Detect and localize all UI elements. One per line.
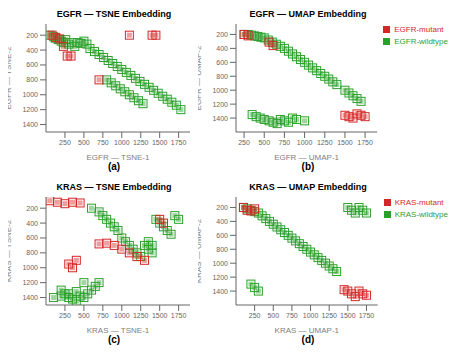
svg-text:250: 250 xyxy=(59,139,71,146)
svg-text:250: 250 xyxy=(249,312,261,319)
svg-text:500: 500 xyxy=(267,312,279,319)
svg-text:800: 800 xyxy=(216,73,228,80)
svg-text:800: 800 xyxy=(26,76,38,83)
svg-text:1750: 1750 xyxy=(171,312,187,319)
svg-text:EGFR — UMAP-2: EGFR — UMAP-2 xyxy=(198,45,203,110)
svg-text:1500: 1500 xyxy=(337,139,353,146)
svg-text:1000: 1000 xyxy=(212,87,228,94)
svg-text:1750: 1750 xyxy=(357,139,373,146)
svg-text:1500: 1500 xyxy=(152,312,168,319)
svg-text:1200: 1200 xyxy=(212,101,228,108)
svg-text:1000: 1000 xyxy=(114,139,130,146)
svg-text:1400: 1400 xyxy=(22,121,38,128)
svg-text:KRAS — UMAP-2: KRAS — UMAP-2 xyxy=(198,218,203,283)
html-text:KRAS-mutant: KRAS-mutant xyxy=(394,198,444,207)
svg-text:1200: 1200 xyxy=(22,279,38,286)
svg-text:400: 400 xyxy=(26,220,38,227)
svg-text:1250: 1250 xyxy=(321,312,337,319)
svg-text:750: 750 xyxy=(286,312,298,319)
svg-text:400: 400 xyxy=(26,47,38,54)
svg-text:1400: 1400 xyxy=(212,288,228,295)
svg-text:200: 200 xyxy=(216,31,228,38)
html-text:EGFR — TSNE Embedding: EGFR — TSNE Embedding xyxy=(56,9,172,19)
svg-text:1500: 1500 xyxy=(152,139,168,146)
html-text:(b): (b) xyxy=(301,161,315,172)
html-text:(d): (d) xyxy=(301,334,315,345)
svg-text:1250: 1250 xyxy=(133,312,149,319)
svg-text:750: 750 xyxy=(97,139,109,146)
svg-text:250: 250 xyxy=(238,139,250,146)
html-text:EGFR-mutant: EGFR-mutant xyxy=(394,25,444,34)
svg-text:1200: 1200 xyxy=(212,274,228,281)
svg-text:1400: 1400 xyxy=(22,294,38,301)
svg-text:600: 600 xyxy=(216,232,228,239)
svg-text:600: 600 xyxy=(216,59,228,66)
svg-text:EGFR — UMAP-1: EGFR — UMAP-1 xyxy=(274,153,339,160)
svg-text:1000: 1000 xyxy=(297,139,313,146)
svg-text:600: 600 xyxy=(26,234,38,241)
svg-text:250: 250 xyxy=(59,312,71,319)
svg-text:200: 200 xyxy=(26,32,38,39)
svg-text:200: 200 xyxy=(216,204,228,211)
svg-text:1200: 1200 xyxy=(22,106,38,113)
html-text:(c): (c) xyxy=(107,334,121,345)
svg-text:1750: 1750 xyxy=(171,139,187,146)
html-text:EGFR — UMAP Embedding: EGFR — UMAP Embedding xyxy=(249,9,367,19)
svg-text:1250: 1250 xyxy=(317,139,333,146)
svg-text:1000: 1000 xyxy=(212,260,228,267)
html-text:KRAS-wildtype: KRAS-wildtype xyxy=(394,210,448,219)
svg-text:1000: 1000 xyxy=(22,91,38,98)
svg-text:EGFR — TSNE-2: EGFR — TSNE-2 xyxy=(8,46,13,110)
svg-text:1250: 1250 xyxy=(133,139,149,146)
html-text:EGFR-wildtype: EGFR-wildtype xyxy=(394,37,448,46)
svg-text:1500: 1500 xyxy=(340,312,356,319)
svg-text:1400: 1400 xyxy=(212,115,228,122)
svg-text:500: 500 xyxy=(78,139,90,146)
html-text:KRAS — TSNE Embedding: KRAS — TSNE Embedding xyxy=(56,182,172,192)
svg-text:800: 800 xyxy=(26,249,38,256)
svg-text:800: 800 xyxy=(216,246,228,253)
svg-text:200: 200 xyxy=(26,205,38,212)
svg-text:400: 400 xyxy=(216,218,228,225)
svg-text:400: 400 xyxy=(216,45,228,52)
svg-text:KRAS — TSNE-2: KRAS — TSNE-2 xyxy=(8,219,13,282)
svg-text:KRAS — TSNE-1: KRAS — TSNE-1 xyxy=(87,326,150,333)
svg-text:EGFR — TSNE-1: EGFR — TSNE-1 xyxy=(87,153,151,160)
svg-text:600: 600 xyxy=(26,61,38,68)
svg-text:KRAS — UMAP-1: KRAS — UMAP-1 xyxy=(275,326,340,333)
svg-text:500: 500 xyxy=(258,139,270,146)
svg-text:500: 500 xyxy=(78,312,90,319)
svg-text:1000: 1000 xyxy=(114,312,130,319)
svg-text:1000: 1000 xyxy=(303,312,319,319)
html-text:(a): (a) xyxy=(107,161,121,172)
svg-text:750: 750 xyxy=(279,139,291,146)
svg-text:1000: 1000 xyxy=(22,264,38,271)
html-text:KRAS — UMAP Embedding: KRAS — UMAP Embedding xyxy=(249,182,367,192)
svg-text:1750: 1750 xyxy=(359,312,375,319)
svg-text:750: 750 xyxy=(97,312,109,319)
